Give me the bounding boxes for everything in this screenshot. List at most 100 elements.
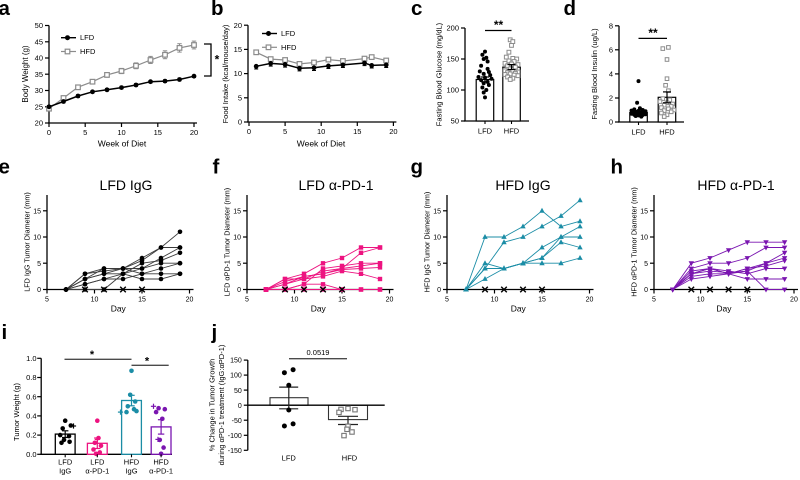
svg-text:-100: -100 <box>228 433 242 440</box>
svg-text:HFD: HFD <box>659 128 675 137</box>
svg-text:Food Intake (kcal/mouse/day): Food Intake (kcal/mouse/day) <box>221 24 230 123</box>
svg-text:50: 50 <box>451 117 459 126</box>
svg-text:5: 5 <box>45 297 49 304</box>
svg-text:LFD: LFD <box>478 127 493 136</box>
svg-text:0: 0 <box>644 287 648 294</box>
svg-text:20: 20 <box>586 297 594 304</box>
svg-text:**: ** <box>494 18 504 32</box>
svg-text:5: 5 <box>37 261 41 268</box>
svg-text:5: 5 <box>652 297 656 304</box>
svg-text:0: 0 <box>247 127 251 136</box>
svg-text:200: 200 <box>446 24 459 33</box>
svg-text:15: 15 <box>353 127 361 136</box>
svg-text:10: 10 <box>234 69 242 78</box>
svg-text:*: * <box>215 53 220 67</box>
svg-text:15: 15 <box>234 45 242 54</box>
svg-text:Week of Diet: Week of Diet <box>297 139 346 149</box>
svg-text:α-PD-1: α-PD-1 <box>149 467 173 476</box>
svg-text:100: 100 <box>230 373 242 380</box>
svg-text:5: 5 <box>83 128 87 137</box>
svg-text:Week of Diet: Week of Diet <box>98 139 147 149</box>
svg-text:% Change in Tumor Growth: % Change in Tumor Growth <box>208 359 217 452</box>
svg-text:-150: -150 <box>228 448 242 455</box>
svg-text:50: 50 <box>35 21 43 30</box>
svg-text:15: 15 <box>433 208 441 215</box>
svg-text:10: 10 <box>433 235 441 242</box>
svg-text:15: 15 <box>233 208 241 215</box>
svg-text:a: a <box>0 0 11 20</box>
svg-text:e: e <box>0 156 10 179</box>
svg-text:100: 100 <box>446 86 459 95</box>
svg-text:10: 10 <box>640 235 648 242</box>
svg-text:Fasting Blood Glucose (mg/dL): Fasting Blood Glucose (mg/dL) <box>435 22 444 126</box>
svg-text:HFD: HFD <box>281 43 297 52</box>
svg-text:10: 10 <box>117 128 125 137</box>
svg-text:15: 15 <box>338 297 346 304</box>
svg-text:30: 30 <box>35 86 43 95</box>
svg-text:*: * <box>145 356 150 368</box>
svg-text:0: 0 <box>37 287 41 294</box>
svg-text:10: 10 <box>697 297 705 304</box>
svg-text:0: 0 <box>609 118 613 127</box>
svg-text:g: g <box>411 156 424 179</box>
svg-text:LFD IgG Tumor Diameter (mm): LFD IgG Tumor Diameter (mm) <box>23 192 32 291</box>
svg-text:10: 10 <box>233 235 241 242</box>
svg-text:35: 35 <box>35 70 43 79</box>
svg-text:LFD: LFD <box>631 128 646 137</box>
svg-text:5: 5 <box>445 297 449 304</box>
svg-text:Day: Day <box>511 304 527 314</box>
svg-text:0.6: 0.6 <box>26 392 36 401</box>
svg-text:HFD: HFD <box>342 454 358 463</box>
svg-text:Day: Day <box>311 304 327 314</box>
svg-text:20: 20 <box>386 297 394 304</box>
svg-text:h: h <box>611 156 624 179</box>
svg-text:HFD αPD-1 Tumor Diameter (mm): HFD αPD-1 Tumor Diameter (mm) <box>630 187 639 297</box>
svg-text:10: 10 <box>291 297 299 304</box>
svg-text:0.4: 0.4 <box>26 412 36 421</box>
svg-text:15: 15 <box>138 297 146 304</box>
svg-text:40: 40 <box>35 54 43 63</box>
svg-text:6: 6 <box>609 45 613 54</box>
svg-text:5: 5 <box>437 261 441 268</box>
svg-text:15: 15 <box>743 297 751 304</box>
svg-text:4: 4 <box>609 70 613 79</box>
svg-text:f: f <box>213 156 220 179</box>
svg-text:15: 15 <box>640 208 648 215</box>
svg-text:Fasting Blood Insulin (ug/L): Fasting Blood Insulin (ug/L) <box>590 28 599 120</box>
svg-text:i: i <box>2 321 8 344</box>
svg-text:HFD: HFD <box>124 458 140 467</box>
svg-text:LFD: LFD <box>90 458 105 467</box>
svg-text:HFD IgG: HFD IgG <box>495 177 550 193</box>
svg-text:5: 5 <box>238 93 242 102</box>
svg-text:2: 2 <box>609 94 613 103</box>
svg-text:LFD: LFD <box>282 454 297 463</box>
svg-text:0: 0 <box>238 403 242 410</box>
svg-text:*: * <box>90 349 95 361</box>
svg-text:0: 0 <box>238 118 242 127</box>
svg-text:during αPD-1 treatment (IgG:αP: during αPD-1 treatment (IgG:αPD-1) <box>217 344 226 465</box>
svg-text:-50: -50 <box>232 418 242 425</box>
svg-text:Body Weight (g): Body Weight (g) <box>21 45 30 103</box>
svg-text:HFD: HFD <box>504 127 520 136</box>
svg-text:d: d <box>564 0 577 20</box>
svg-text:15: 15 <box>154 128 162 137</box>
svg-text:Day: Day <box>716 304 732 314</box>
svg-text:25: 25 <box>35 102 43 111</box>
svg-text:20: 20 <box>35 119 43 128</box>
svg-text:5: 5 <box>237 261 241 268</box>
svg-text:α-PD-1: α-PD-1 <box>85 467 109 476</box>
svg-text:LFD: LFD <box>281 29 296 38</box>
svg-text:20: 20 <box>389 127 397 136</box>
svg-text:15: 15 <box>538 297 546 304</box>
svg-text:10: 10 <box>491 297 499 304</box>
svg-text:HFD IgG Tumor Diameter (mm): HFD IgG Tumor Diameter (mm) <box>423 192 432 293</box>
svg-text:0.0: 0.0 <box>26 450 36 459</box>
svg-text:20: 20 <box>790 297 798 304</box>
svg-text:0.8: 0.8 <box>26 373 36 382</box>
svg-text:**: ** <box>648 26 658 40</box>
svg-text:IgG: IgG <box>125 467 137 476</box>
svg-text:Day: Day <box>111 304 127 314</box>
svg-text:10: 10 <box>33 235 41 242</box>
svg-text:IgG: IgG <box>59 467 71 476</box>
svg-text:b: b <box>211 0 224 20</box>
